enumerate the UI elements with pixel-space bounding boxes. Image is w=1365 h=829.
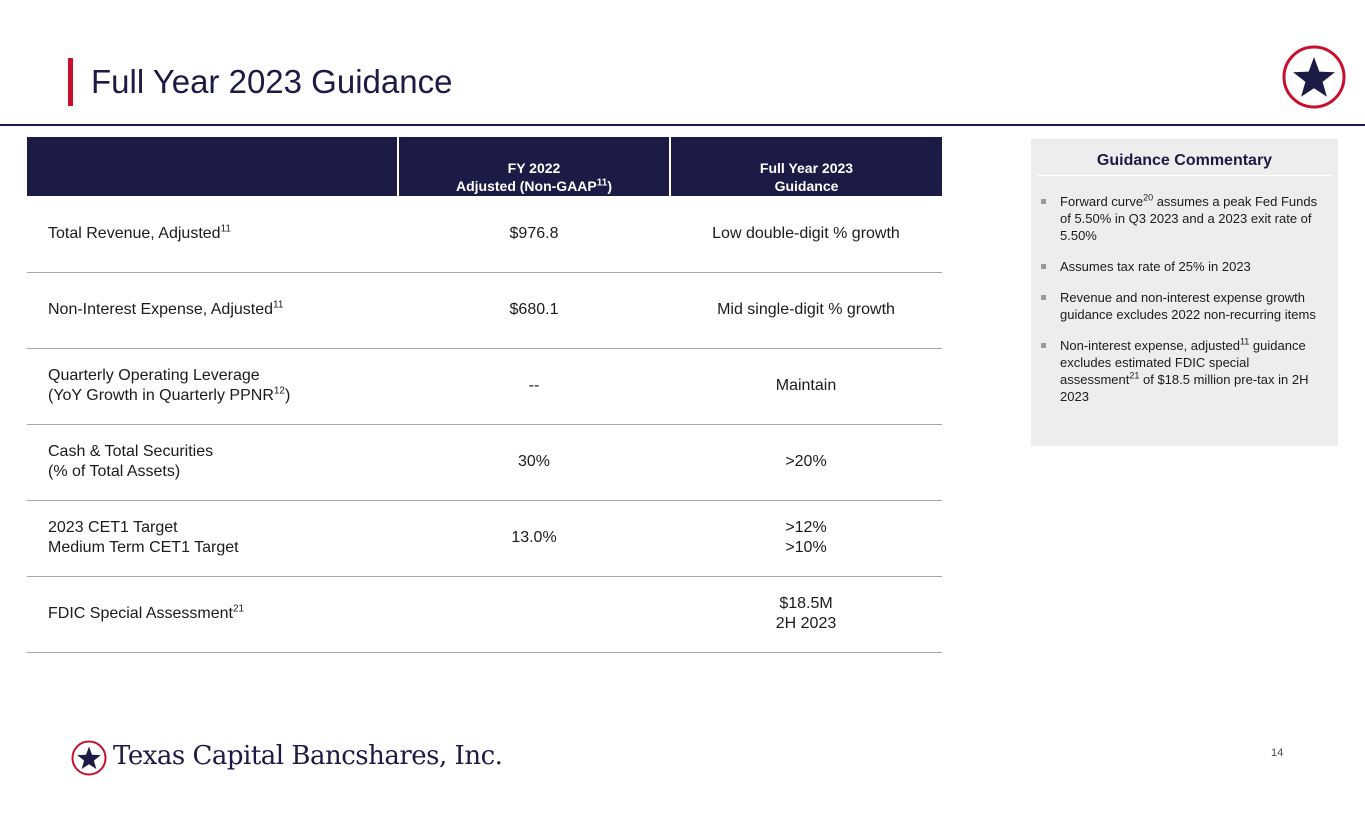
table-row: Total Revenue, Adjusted11 $976.8 Low dou…	[27, 196, 942, 273]
fy2022-value: $976.8	[398, 196, 670, 273]
fy2022-value: $680.1	[398, 272, 670, 349]
table-header-row: FY 2022 Adjusted (Non-GAAP11) Full Year …	[27, 137, 942, 196]
guidance-value: Maintain	[670, 348, 942, 425]
table-row: Quarterly Operating Leverage (YoY Growth…	[27, 348, 942, 425]
table-row: FDIC Special Assessment21 $18.5M 2H 2023	[27, 576, 942, 653]
list-item: Revenue and non-interest expense growth …	[1041, 289, 1330, 323]
guidance-table: FY 2022 Adjusted (Non-GAAP11) Full Year …	[27, 137, 942, 653]
table-row: Non-Interest Expense, Adjusted11 $680.1 …	[27, 272, 942, 349]
square-bullet-icon	[1041, 343, 1046, 348]
metric-cell: Total Revenue, Adjusted11	[27, 196, 398, 273]
header-rule	[0, 124, 1365, 126]
header-fy2022: FY 2022 Adjusted (Non-GAAP11)	[397, 137, 670, 196]
fy2022-value: 30%	[398, 424, 670, 501]
header-fy2023-guidance: Full Year 2023 Guidance	[669, 137, 942, 196]
square-bullet-icon	[1041, 199, 1046, 204]
square-bullet-icon	[1041, 264, 1046, 269]
page-title: Full Year 2023 Guidance	[91, 63, 453, 100]
guidance-value: >20%	[670, 424, 942, 501]
fy2022-value: --	[398, 348, 670, 425]
star-circle-icon	[71, 740, 107, 776]
table-row: Cash & Total Securities (% of Total Asse…	[27, 424, 942, 501]
guidance-value: Mid single-digit % growth	[670, 272, 942, 349]
guidance-commentary-panel: Guidance Commentary Forward curve20 assu…	[1031, 139, 1338, 446]
list-item: Forward curve20 assumes a peak Fed Funds…	[1041, 193, 1330, 244]
metric-cell: FDIC Special Assessment21	[27, 576, 398, 653]
metric-cell: Non-Interest Expense, Adjusted11	[27, 272, 398, 349]
guidance-value: >12% >10%	[670, 500, 942, 577]
fy2022-value: 13.0%	[398, 500, 670, 577]
company-name: Texas Capital Bancshares, Inc.	[113, 741, 503, 771]
guidance-value: Low double-digit % growth	[670, 196, 942, 273]
commentary-list: Forward curve20 assumes a peak Fed Funds…	[1031, 193, 1338, 405]
metric-cell: 2023 CET1 Target Medium Term CET1 Target	[27, 500, 398, 577]
star-circle-icon	[1282, 45, 1346, 109]
commentary-title: Guidance Commentary	[1037, 152, 1332, 176]
list-item: Assumes tax rate of 25% in 2023	[1041, 258, 1330, 275]
header-metric	[27, 137, 398, 196]
table-row: 2023 CET1 Target Medium Term CET1 Target…	[27, 500, 942, 577]
metric-cell: Cash & Total Securities (% of Total Asse…	[27, 424, 398, 501]
fy2022-value	[398, 576, 670, 653]
title-accent-bar	[68, 58, 73, 106]
metric-cell: Quarterly Operating Leverage (YoY Growth…	[27, 348, 398, 425]
list-item: Non-interest expense, adjusted11 guidanc…	[1041, 337, 1330, 405]
guidance-value: $18.5M 2H 2023	[670, 576, 942, 653]
page-number: 14	[1271, 747, 1284, 759]
square-bullet-icon	[1041, 295, 1046, 300]
footer-logo: Texas Capital Bancshares, Inc.	[71, 740, 503, 778]
